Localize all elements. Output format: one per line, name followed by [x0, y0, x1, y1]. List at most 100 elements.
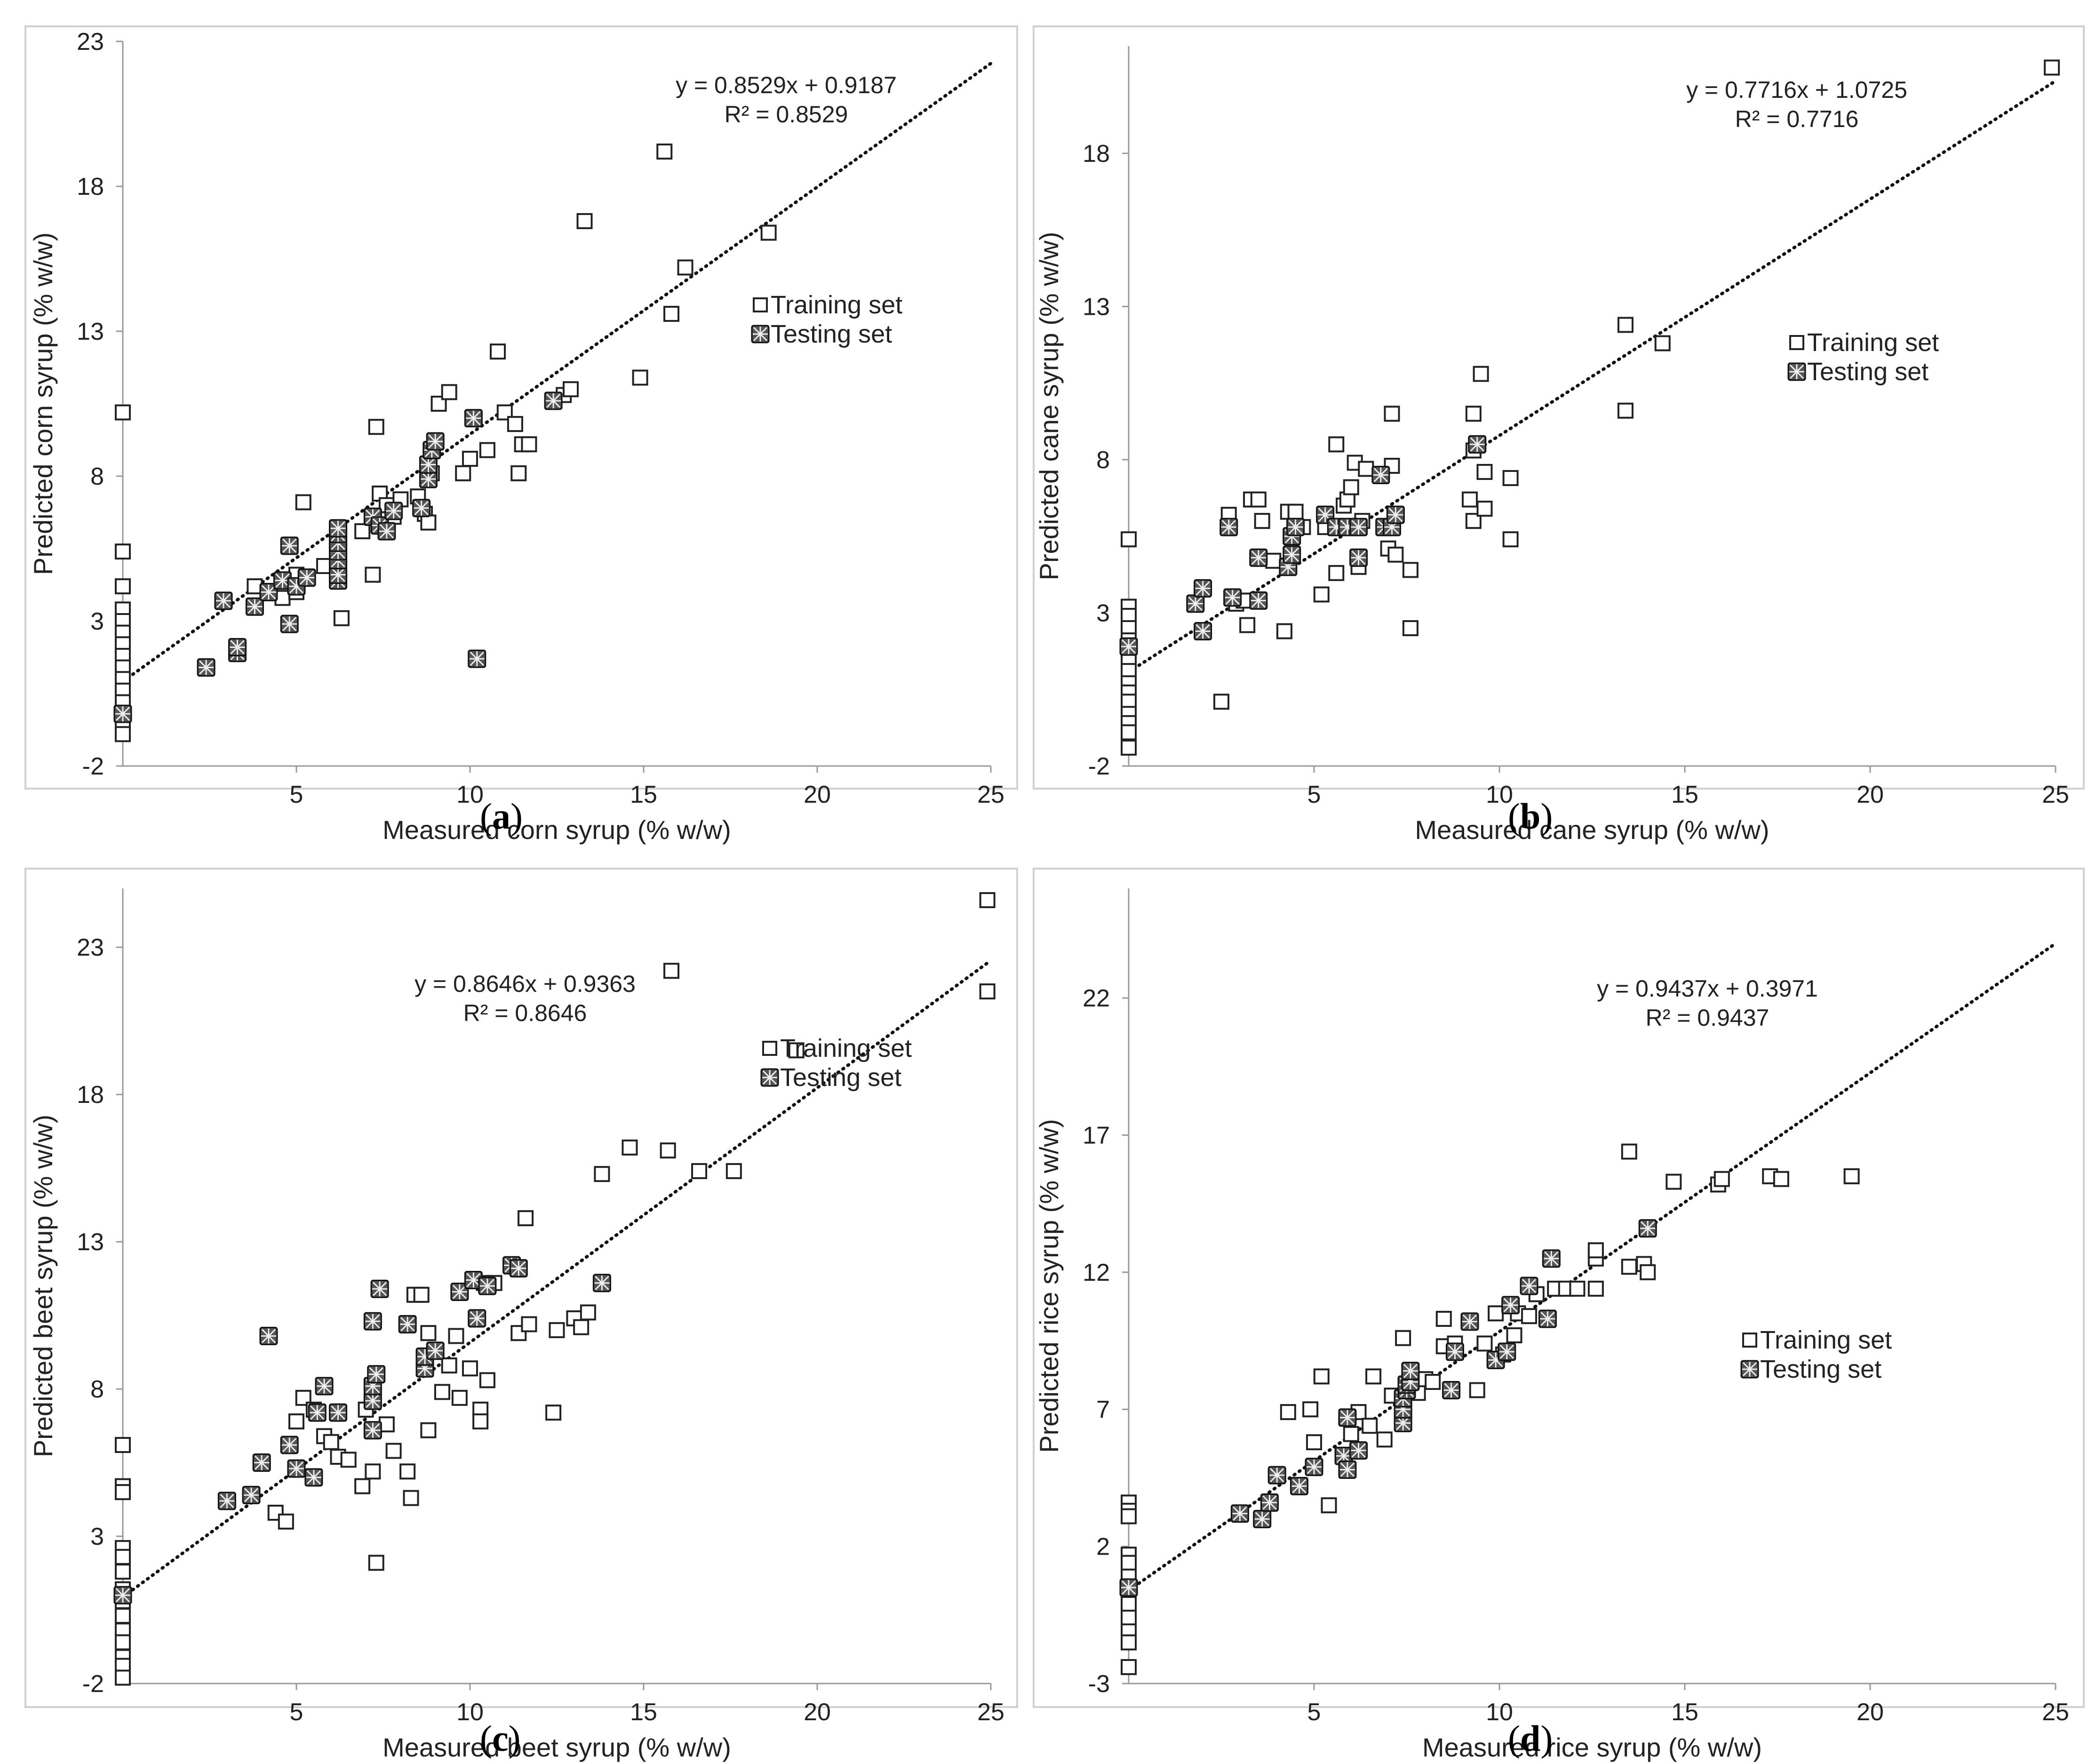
caption-d: (d): [1508, 1718, 1553, 1759]
x-tick-label: 15: [1671, 781, 1698, 808]
training-point: [403, 1490, 419, 1506]
testing-point: [1119, 637, 1138, 656]
training-point: [1365, 1368, 1382, 1385]
y-tick-label: -3: [1088, 1670, 1110, 1698]
training-point: [490, 343, 506, 360]
testing-point: [113, 704, 132, 723]
testing-point: [214, 591, 233, 610]
x-axis-label: Measured cane syrup (% w/w): [1415, 815, 1769, 845]
r-squared: R² = 0.9437: [1646, 1005, 1769, 1031]
legend-training-marker: [753, 297, 768, 312]
y-tick-label: 18: [1083, 140, 1110, 168]
y-tick-label: -2: [1088, 753, 1110, 780]
training-point: [413, 1286, 430, 1303]
training-point: [115, 543, 131, 560]
training-point: [521, 436, 537, 453]
training-point: [1313, 586, 1330, 603]
training-point: [115, 1437, 131, 1453]
testing-series: [113, 391, 563, 723]
training-point: [1121, 1634, 1137, 1651]
training-point: [1358, 461, 1374, 477]
testing-point: [1349, 1441, 1368, 1460]
testing-point: [509, 1259, 528, 1277]
training-point: [340, 1452, 357, 1468]
testing-point: [450, 1283, 469, 1301]
legend-training-label: Training set: [1760, 1326, 1892, 1354]
testing-point: [280, 1436, 299, 1454]
testing-point: [329, 1403, 348, 1422]
testing-point: [287, 1459, 306, 1478]
training-point: [1713, 1171, 1730, 1187]
testing-series: [1119, 435, 1487, 656]
testing-point: [1498, 1342, 1516, 1361]
training-point: [472, 1413, 489, 1429]
scatter-chart-b: 5 10 15 20 25 -2 3 8 13 18 Measured cane syrup (% …: [1034, 46, 2069, 845]
legend-testing-label: Testing set: [1807, 358, 1929, 386]
scatter-chart-d: 5 10 15 20 25 -3 2 7 12 17 22 Measured rice syrup (…: [1034, 888, 2069, 1762]
testing-point: [1468, 435, 1487, 454]
testing-point: [1638, 1219, 1657, 1238]
training-point: [1502, 531, 1519, 548]
training-point: [462, 451, 478, 467]
y-tick-label: 7: [1096, 1396, 1110, 1423]
training-point: [979, 983, 996, 1000]
testing-point: [228, 638, 247, 656]
testing-point: [464, 409, 483, 428]
training-point: [1521, 1308, 1538, 1325]
training-point: [1280, 1404, 1296, 1421]
training-point: [455, 465, 471, 481]
y-tick-label: 8: [1096, 447, 1110, 474]
training-point: [1121, 1659, 1137, 1676]
x-tick-label: 15: [630, 1699, 657, 1726]
training-point: [1402, 620, 1419, 637]
x-tick-label: 10: [456, 781, 484, 808]
y-tick-label: 8: [90, 463, 104, 490]
y-tick-label: 18: [77, 1081, 104, 1109]
chart-panel-d: 5 10 15 20 25 -3 2 7 12 17 22 Measured rice syrup (…: [1033, 868, 2085, 1762]
testing-point: [544, 391, 563, 410]
testing-point: [1349, 518, 1368, 536]
training-point: [479, 442, 495, 458]
chart-panel-c: 5 10 15 20 25 -2 3 8 13 18 23 Measured beet syrup (…: [24, 868, 1018, 1762]
y-tick-label: 23: [77, 934, 104, 961]
x-tick-label: 15: [630, 781, 657, 808]
training-point: [441, 384, 457, 400]
testing-point: [113, 1586, 132, 1604]
training-point: [580, 1304, 596, 1321]
testing-point: [426, 432, 445, 451]
y-tick-label: -2: [82, 1670, 104, 1698]
y-tick-label: 22: [1083, 985, 1110, 1012]
training-point: [1473, 366, 1489, 382]
training-point: [368, 419, 384, 435]
y-tick-label: 13: [77, 1229, 104, 1256]
training-point: [1465, 406, 1482, 422]
training-point: [1302, 1401, 1319, 1418]
testing-point: [1349, 548, 1368, 567]
training-point: [1640, 1264, 1656, 1280]
training-point: [385, 1443, 402, 1459]
training-point: [518, 1210, 534, 1227]
testing-point: [1186, 594, 1205, 613]
training-point: [1621, 1259, 1637, 1275]
training-series: [115, 144, 777, 742]
testing-point: [1538, 1309, 1557, 1328]
x-tick-label: 10: [456, 1699, 484, 1726]
training-point: [323, 1434, 339, 1450]
training-point: [677, 259, 693, 276]
testing-point: [1194, 622, 1212, 641]
legend-training-marker: [1789, 335, 1804, 350]
training-point: [663, 963, 680, 979]
testing-point: [363, 1312, 382, 1331]
testing-point: [1338, 1408, 1357, 1427]
training-point: [1265, 552, 1282, 569]
testing-point: [1520, 1277, 1538, 1295]
y-tick-label: 13: [1083, 293, 1110, 320]
testing-point: [1119, 1578, 1138, 1597]
training-point: [288, 1413, 304, 1429]
testing-point: [363, 1421, 382, 1440]
training-point: [1654, 335, 1671, 351]
caption-b: (b): [1508, 796, 1553, 837]
training-point: [434, 1384, 450, 1400]
training-series: [1121, 59, 2060, 756]
training-point: [1773, 1171, 1789, 1187]
